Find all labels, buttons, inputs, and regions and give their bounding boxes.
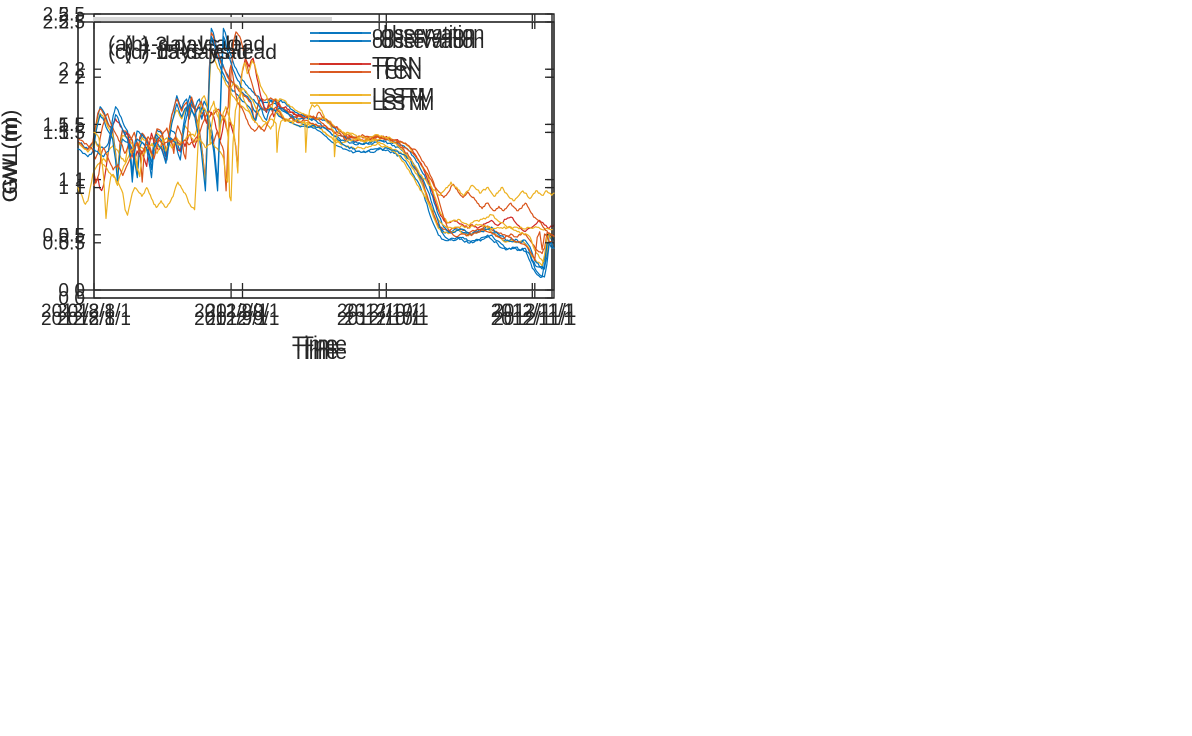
y-tick-label: 0.5 [43,233,69,254]
x-tick-label: 2012/8/1 [57,301,131,322]
tcn-line [93,64,555,237]
y-tick-label: 1.5 [43,115,69,136]
x-tick-label: 2012/11/1 [493,301,576,322]
x-axis-label: Time [292,333,338,356]
y-tick-label: 0 [74,281,85,302]
y-tick-label: 0.5 [43,225,69,246]
legend-label-tcn: TCN [372,62,413,84]
legend-label-lstm: LSTM [381,93,434,115]
y-tick-label: 2 [58,60,69,81]
y-tick-label: 0 [74,289,85,310]
tcn-line [77,31,553,262]
x-axis-label: Time [301,333,347,356]
x-tick-label: 2012/9/1 [206,301,280,322]
legend-label-lstm: LSTM [372,93,425,115]
x-tick-label: 2012/10/1 [337,301,422,322]
y-tick-label: 1 [74,170,85,191]
x-tick-label: 2012/9/1 [194,309,268,330]
y-axis-label: GWL (m) [0,110,22,194]
panel-annotation: (c) 7-days-lead [108,41,248,64]
y-tick-label: 1 [74,178,85,199]
legend-label-tcn: TCN [381,62,422,84]
panel-d-svg: 2012/8/1 2012/9/1 2012/10/1 2012/11/100.511… [0,13,576,365]
y-axis-label: GWL (m) [0,110,22,194]
panel-d-15-days-lead-chart: 2012/8/1 2012/9/1 2012/10/1 2012/11/1 0 0.5 1 1… [0,0,596,368]
x-tick-label: 2012/10/1 [337,309,422,330]
observation-line [93,35,555,278]
y-tick-label: 1 [58,170,69,191]
panel-annotation: (d) 15-days-lead [124,41,277,64]
y-tick-label: 0.5 [59,233,85,254]
x-axis-label: Time [301,341,347,364]
plot-box [93,21,555,299]
x-tick-label: 2012/8/1 [57,309,131,330]
x-tick-label: 2012/10/1 [344,309,429,330]
lstm-line [93,87,555,220]
x-tick-label: 2012/11/1 [491,301,574,322]
x-tick-label: 2012/10/1 [344,301,429,322]
y-tick-label: 2 [58,68,69,89]
legend-label-observation: observation [381,31,484,53]
x-tick-label: 2012/11/1 [491,309,574,330]
x-tick-label: 2012/9/1 [206,309,280,330]
legend-label-tcn: TCN [372,54,413,76]
top-gray-artifact [93,17,332,22]
y-tick-label: 1 [58,178,69,199]
y-axis-label: GWL (m) [0,118,22,202]
y-axis-label: GWL (m) [0,118,22,202]
y-tick-label: 0 [58,289,69,310]
legend-label-observation: observation [372,23,475,45]
y-tick-label: 0 [58,281,69,302]
y-tick-label: 1.5 [59,123,85,144]
panel-annotation: (a) 1-day-lead [108,33,239,56]
x-axis-label: Time [292,341,338,364]
y-tick-label: 2 [74,60,85,81]
legend-label-lstm: LSTM [372,85,425,107]
legend-label-lstm: LSTM [381,85,434,107]
legend-label-observation: observation [372,31,475,53]
legend-label-tcn: TCN [381,54,422,76]
x-tick-label: 2012/8/1 [41,309,115,330]
x-tick-label: 2012/11/1 [493,309,576,330]
y-tick-label: 2.5 [59,13,85,34]
y-tick-label: 2.5 [43,5,69,26]
legend-label-observation: observation [381,23,484,45]
y-tick-label: 1.5 [43,123,69,144]
x-tick-label: 2012/8/1 [41,301,115,322]
y-tick-label: 2.5 [43,13,69,34]
x-tick-label: 2012/9/1 [194,301,268,322]
panel-annotation: (b) 3-days-lead [124,33,265,56]
lstm-line [77,82,553,231]
y-tick-label: 2.5 [59,5,85,26]
y-tick-label: 2 [74,68,85,89]
